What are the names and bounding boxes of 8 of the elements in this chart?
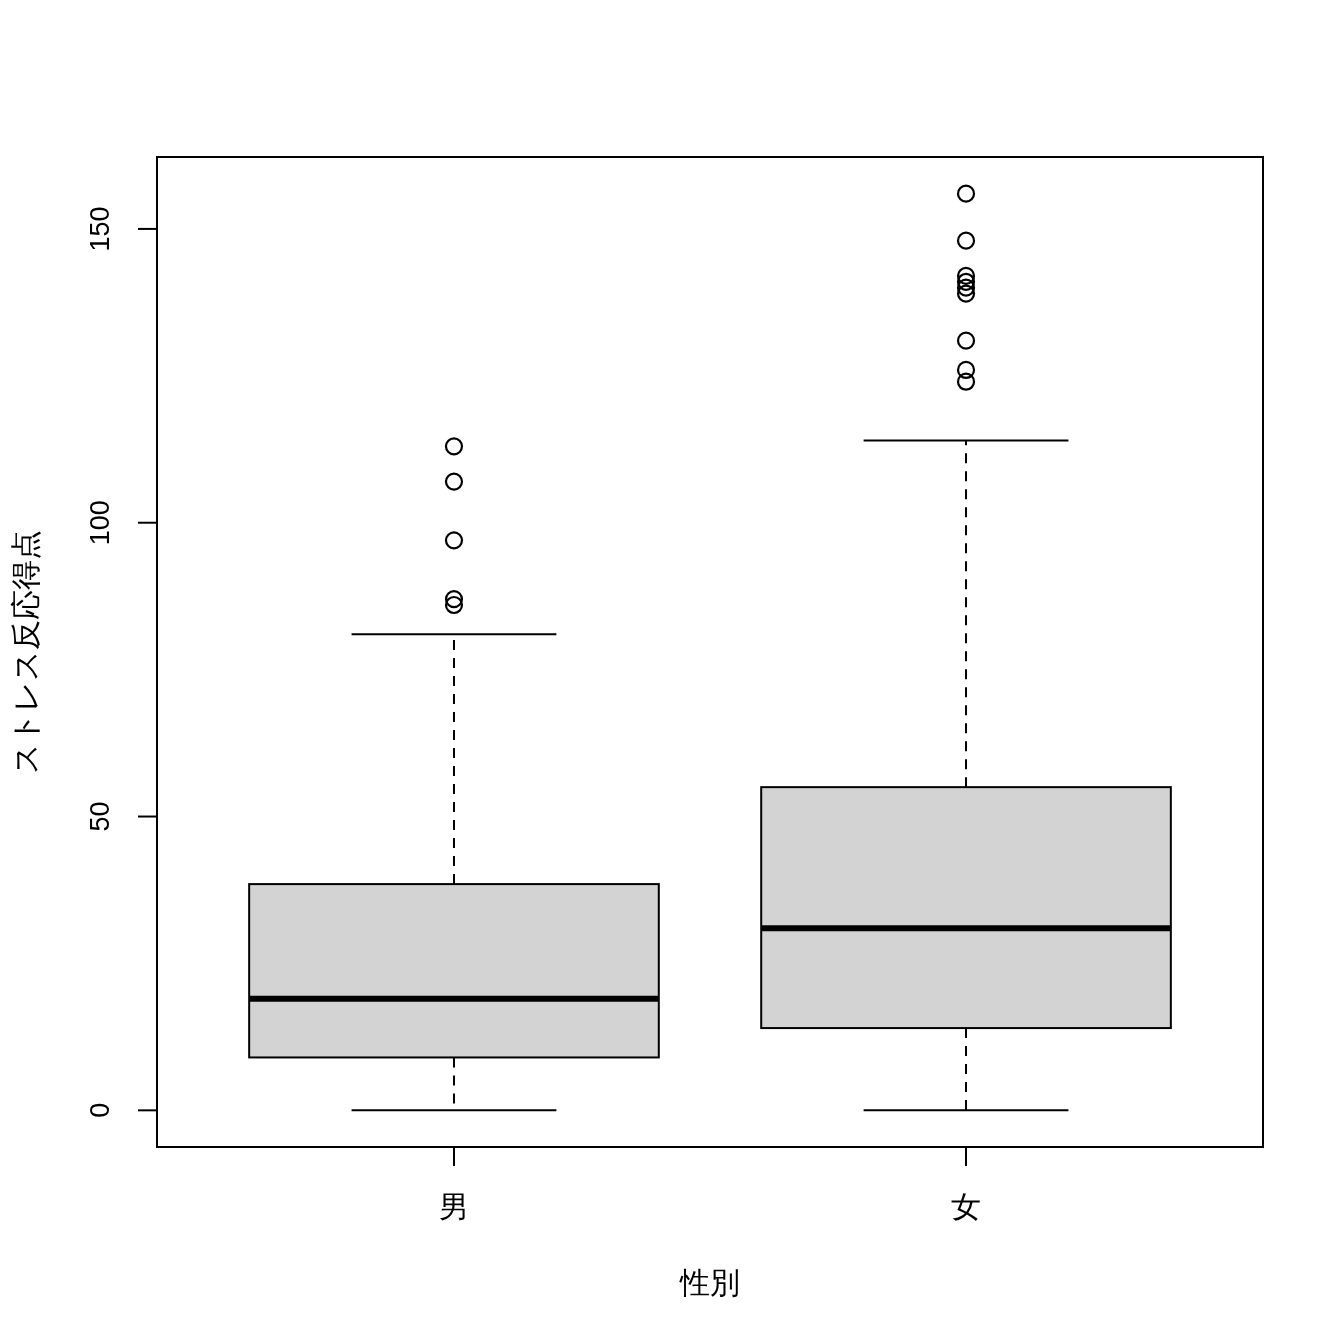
xtick-label: 男 xyxy=(439,1189,469,1223)
ytick-label: 0 xyxy=(85,1102,115,1118)
ytick-label: 50 xyxy=(85,801,115,832)
ylabel: ストレス反応得点 xyxy=(8,530,42,774)
xtick-label: 女 xyxy=(951,1189,981,1223)
xlabel: 性別 xyxy=(680,1265,740,1299)
ytick-label: 100 xyxy=(85,500,115,546)
ytick-label: 150 xyxy=(85,206,115,252)
